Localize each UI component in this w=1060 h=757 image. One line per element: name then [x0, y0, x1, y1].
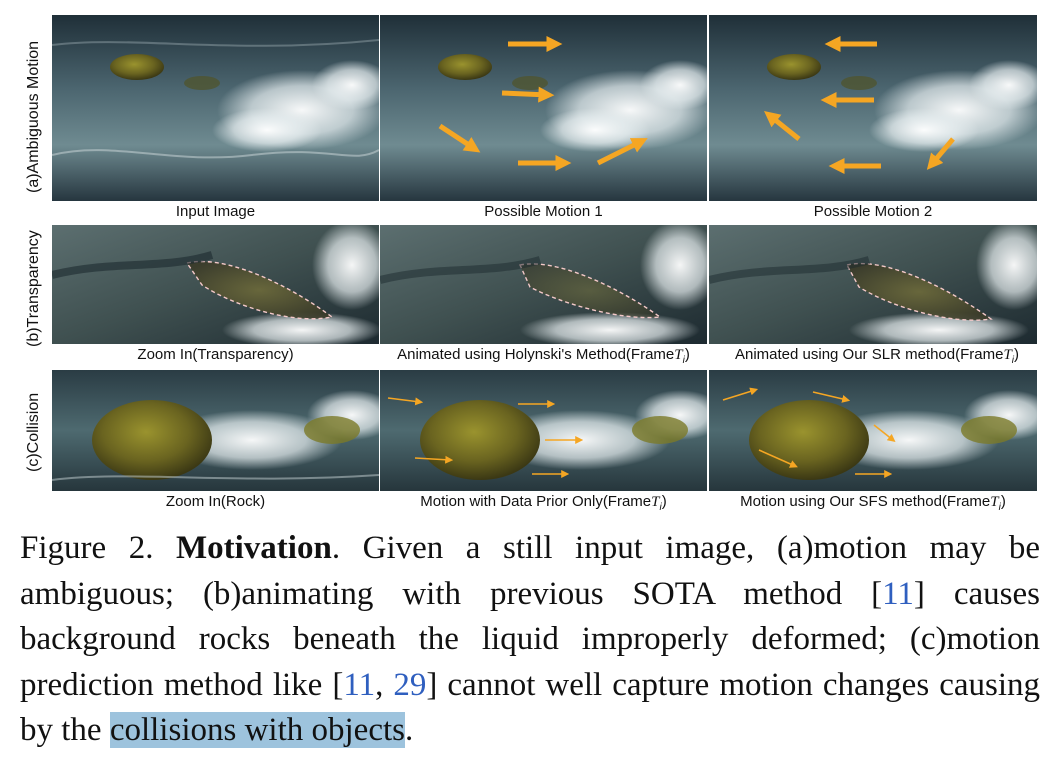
motion-arrows [438, 35, 648, 172]
frame-symbol: T [1003, 347, 1012, 363]
caption-text: Animated using Holynski's Method(Frame [397, 346, 675, 363]
motion-arrows [764, 35, 955, 175]
caption-text-3: ] cannot well capture motion changes cau… [20, 666, 1040, 749]
panel-slr-method [709, 225, 1037, 344]
frame-subscript: i [659, 502, 662, 513]
panel-sfs-method [709, 370, 1037, 491]
caption-close: ) [1014, 346, 1020, 363]
caption-close: ) [684, 346, 690, 363]
frame-subscript: i [1011, 355, 1015, 366]
caption-close: ) [661, 493, 667, 510]
caption-zoom-transparency: Zoom In(Transparency) [137, 346, 294, 363]
caption-possible-motion-1: Possible Motion 1 [484, 203, 603, 220]
citation-separator: , [375, 666, 394, 703]
figure-number: Figure 2. [20, 530, 154, 566]
caption-text-4: . [404, 712, 414, 748]
caption-text-1: . Given a still input image, (a)motion m… [20, 530, 1040, 612]
panel-possible-motion-1 [380, 15, 707, 201]
panel-zoom-transparency [52, 225, 379, 344]
figure-title: Motivation [176, 530, 332, 566]
highlighted-text[interactable]: collisions with objects [109, 712, 405, 748]
frame-symbol: T [990, 494, 999, 510]
caption-data-prior-only: Motion with Data Prior Only(FrameTi) [380, 493, 707, 513]
caption-text-2: ] causes background rocks beneath the li… [20, 575, 1040, 703]
caption-text: Motion with Data Prior Only(Frame [420, 493, 652, 510]
panel-input-image [52, 15, 379, 201]
panel-holynski-method [380, 225, 707, 344]
citation-link[interactable]: 29 [393, 666, 427, 703]
figure-caption: Figure 2. Motivation. Given a still inpu… [20, 526, 1040, 754]
caption-slr-method: Animated using Our SLR method(FrameTi) [709, 346, 1045, 366]
row-label-collision: (c)Collision [25, 392, 42, 472]
motion-arrows [387, 397, 584, 478]
caption-sfs-method: Motion using Our SFS method(FrameTi) [709, 493, 1037, 513]
caption-zoom-rock: Zoom In(Rock) [165, 493, 266, 510]
frame-symbol: T [651, 494, 660, 510]
panel-possible-motion-2 [709, 15, 1037, 201]
citation-link[interactable]: 11 [343, 666, 376, 703]
caption-possible-motion-2: Possible Motion 2 [813, 203, 933, 220]
row-label-transparency: (b)Transparency [25, 230, 42, 347]
motion-arrows [722, 387, 896, 478]
panel-data-prior-only [380, 370, 707, 491]
caption-text: Motion using Our SFS method(Frame [740, 493, 991, 510]
caption-input-image: Input Image [175, 203, 256, 220]
citation-link[interactable]: 11 [882, 575, 914, 612]
caption-holynski-method: Animated using Holynski's Method(FrameTi… [375, 346, 712, 366]
frame-symbol: T [674, 347, 683, 363]
panel-zoom-rock [52, 370, 379, 491]
caption-close: ) [1000, 493, 1006, 510]
frame-subscript: i [998, 502, 1001, 513]
row-label-ambiguous-motion: (a)Ambiguous Motion [25, 40, 42, 193]
frame-subscript: i [682, 355, 685, 366]
caption-text: Animated using Our SLR method(Frame [734, 346, 1004, 363]
